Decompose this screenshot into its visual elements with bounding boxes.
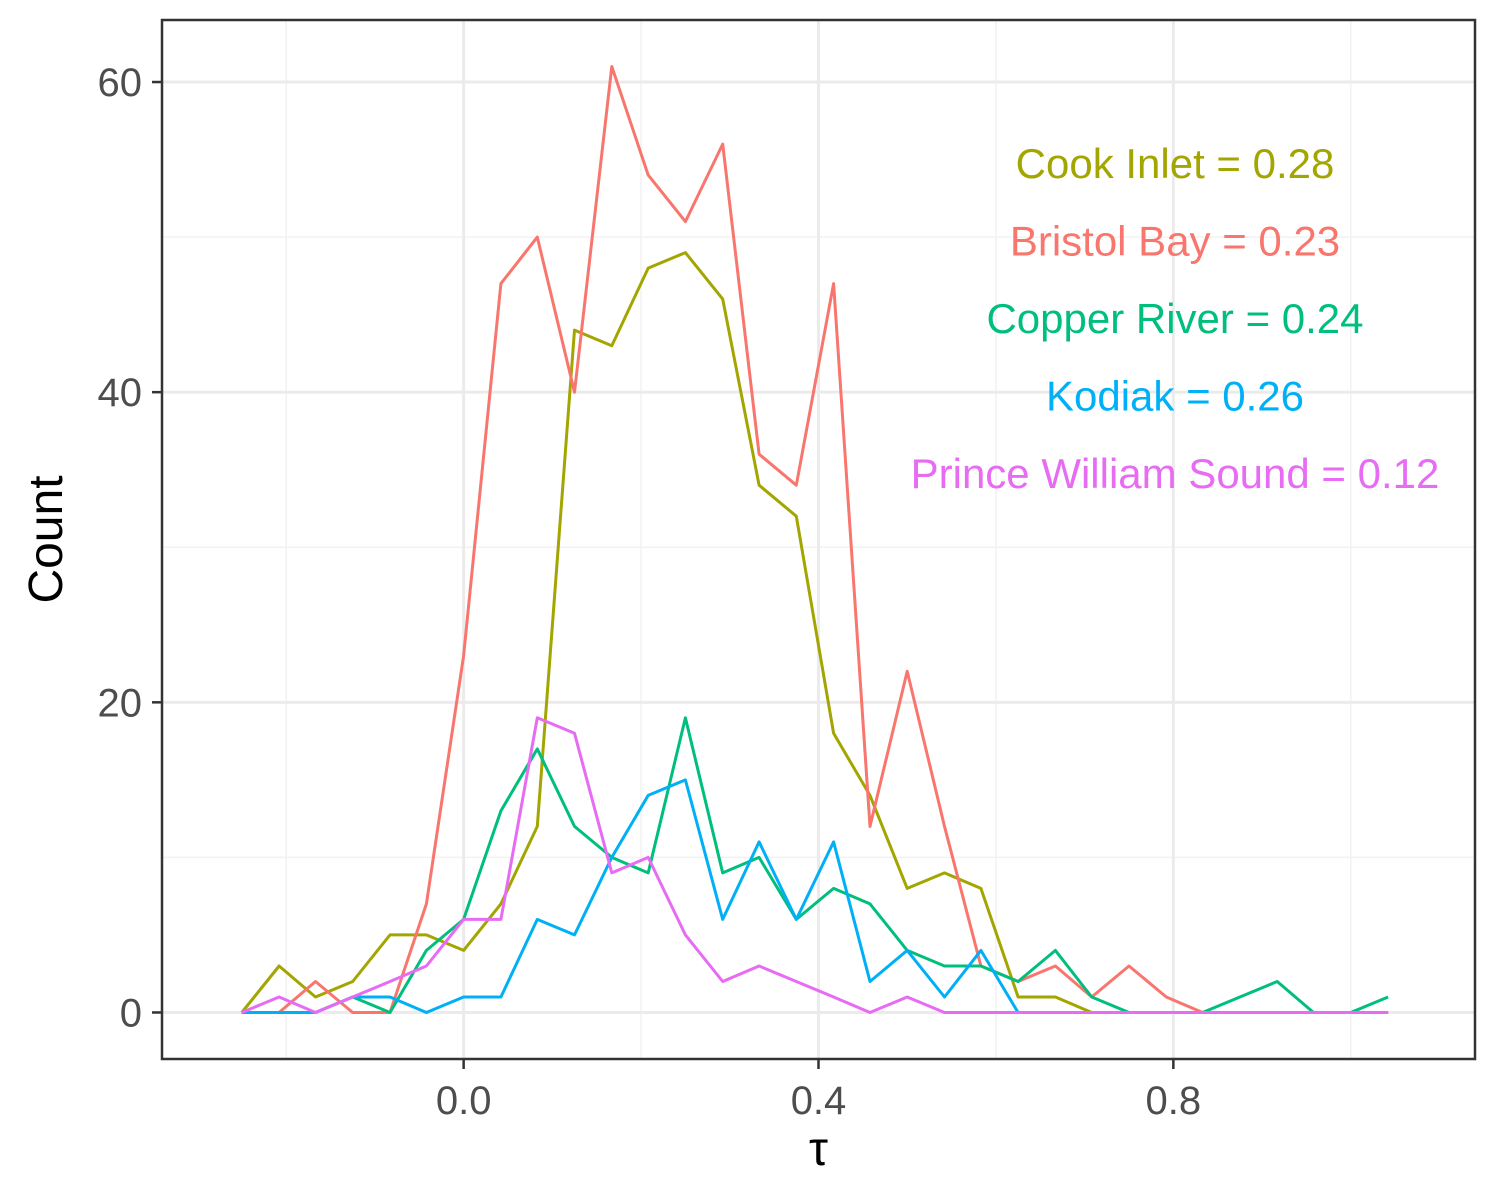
y-tick-label: 0 (120, 991, 142, 1035)
annotation-label: Cook Inlet = 0.28 (1016, 140, 1335, 187)
y-tick-label: 40 (98, 371, 143, 415)
annotation-label: Copper River = 0.24 (986, 295, 1363, 342)
series-line-5 (241, 716, 1389, 1014)
annotation-label: Kodiak = 0.26 (1046, 373, 1304, 420)
series-lines (240, 65, 1389, 1014)
x-tick-label: 0.8 (1146, 1079, 1202, 1123)
x-axis-ticks: 0.0 0.4 0.8 (436, 1059, 1201, 1123)
x-tick-label: 0.4 (791, 1079, 847, 1123)
x-tick-label: 0.0 (436, 1079, 492, 1123)
annotation-label: Bristol Bay = 0.23 (1010, 218, 1340, 265)
annotation-label: Prince William Sound = 0.12 (911, 450, 1440, 497)
y-axis-title: Count (20, 475, 73, 603)
series-line-2 (241, 65, 1389, 1014)
x-axis-title: τ (809, 1123, 828, 1176)
y-tick-label: 20 (98, 681, 143, 725)
y-axis-ticks: 0 20 40 60 (98, 61, 162, 1035)
y-tick-label: 60 (98, 61, 143, 105)
correlation-annotations: Cook Inlet = 0.28 Bristol Bay = 0.23 Coppe… (911, 140, 1440, 497)
